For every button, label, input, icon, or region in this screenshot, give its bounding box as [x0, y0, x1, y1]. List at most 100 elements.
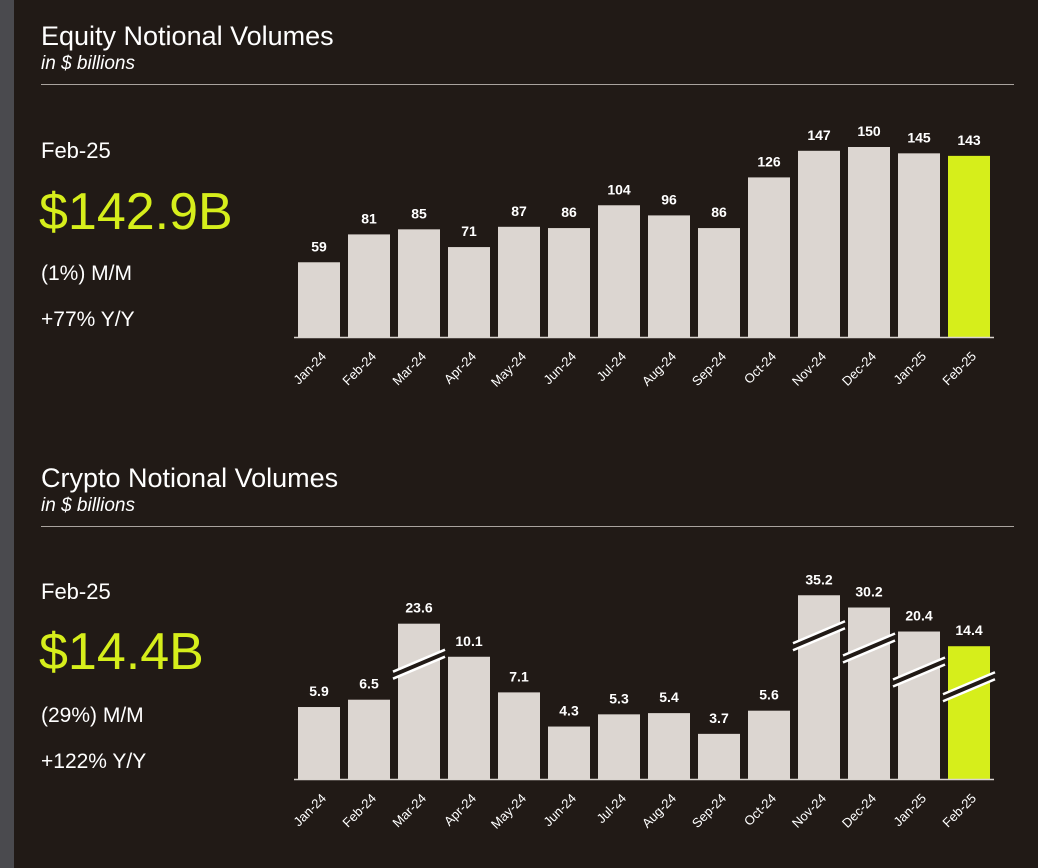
equity-tick-label-Aug-24: Aug-24 — [639, 349, 679, 389]
equity-title: Equity Notional Volumes — [41, 21, 334, 51]
crypto-value-label-Dec-24: 30.2 — [855, 584, 882, 600]
crypto-value-label-Nov-24: 35.2 — [805, 571, 832, 587]
equity-bar-Aug-24 — [648, 215, 690, 337]
equity-value-label-Sep-24: 86 — [711, 204, 727, 220]
crypto-tick-label-Nov-24: Nov-24 — [789, 791, 829, 831]
equity-bar-Feb-24 — [348, 234, 390, 337]
equity-value-label-Jan-25: 145 — [907, 129, 931, 145]
crypto-bar-Mar-24 — [398, 623, 440, 779]
equity-value-label-Mar-24: 85 — [411, 205, 427, 221]
equity-value-label-Apr-24: 71 — [461, 223, 477, 239]
crypto-bar-May-24 — [498, 692, 540, 779]
crypto-bar-Nov-24 — [798, 595, 840, 779]
equity-bar-Feb-25 — [948, 155, 990, 337]
crypto-bar-Feb-24 — [348, 699, 390, 779]
crypto-headline-value: $14.4B — [39, 623, 204, 681]
crypto-axis-break-Jan-25 — [892, 656, 946, 688]
equity-bar-Nov-24 — [798, 150, 840, 337]
equity-tick-label-Nov-24: Nov-24 — [789, 349, 829, 389]
crypto-bar-Jan-25 — [898, 631, 940, 779]
crypto-axis-break-Mar-24 — [392, 648, 446, 680]
crypto-subtitle: in $ billions — [41, 495, 135, 516]
crypto-bar-Apr-24 — [448, 656, 490, 779]
equity-tick-label-Sep-24: Sep-24 — [689, 349, 729, 389]
equity-bar-Jun-24 — [548, 228, 590, 337]
crypto-axis-break-Feb-25 — [942, 671, 996, 703]
equity-tick-label-Oct-24: Oct-24 — [741, 349, 779, 387]
crypto-mom-change: (29%) M/M — [41, 704, 144, 727]
equity-headline-value: $142.9B — [39, 183, 233, 241]
crypto-tick-label-May-24: May-24 — [488, 791, 529, 832]
crypto-bar-Dec-24 — [848, 607, 890, 779]
equity-value-label-Feb-25: 143 — [957, 132, 981, 148]
equity-value-label-Dec-24: 150 — [857, 123, 881, 139]
equity-value-label-Jul-24: 104 — [607, 181, 631, 197]
report-panel: Equity Notional Volumes in $ billions Fe… — [14, 0, 1038, 868]
equity-tick-label-Mar-24: Mar-24 — [389, 349, 429, 389]
equity-bar-May-24 — [498, 226, 540, 337]
equity-bar-Jan-24 — [298, 262, 340, 337]
crypto-tick-label-Jan-25: Jan-25 — [890, 791, 929, 830]
crypto-bar-Sep-24 — [698, 733, 740, 779]
equity-value-label-Jun-24: 86 — [561, 204, 577, 220]
equity-divider — [41, 84, 1014, 85]
crypto-value-label-Feb-24: 6.5 — [359, 676, 379, 692]
crypto-value-label-Oct-24: 5.6 — [759, 687, 779, 703]
crypto-axis-break-Dec-24 — [842, 632, 896, 664]
crypto-value-label-Jan-24: 5.9 — [309, 683, 329, 699]
equity-value-label-Aug-24: 96 — [661, 191, 677, 207]
crypto-tick-label-Jun-24: Jun-24 — [540, 791, 579, 830]
crypto-bar-Oct-24 — [748, 710, 790, 779]
equity-tick-label-Jan-24: Jan-24 — [290, 349, 329, 388]
equity-bar-chart: 59 Jan-24 81 Feb-24 85 Mar-24 71 Apr-24 87 May-24… — [290, 123, 994, 390]
equity-bar-Jan-25 — [898, 153, 940, 337]
equity-tick-label-Apr-24: Apr-24 — [441, 349, 479, 387]
crypto-value-label-Jan-25: 20.4 — [905, 608, 932, 624]
crypto-plot: 5.9 Jan-24 6.5 Feb-24 23.6 Mar-24 10.1 Apr-24 7.… — [290, 571, 996, 832]
crypto-value-label-Feb-25: 14.4 — [955, 622, 982, 638]
equity-period: Feb-25 — [41, 138, 111, 163]
crypto-bar-Feb-25 — [948, 646, 990, 779]
crypto-tick-label-Feb-25: Feb-25 — [939, 791, 979, 831]
crypto-title: Crypto Notional Volumes — [41, 463, 339, 493]
equity-value-label-Feb-24: 81 — [361, 210, 377, 226]
crypto-tick-label-Jul-24: Jul-24 — [593, 791, 629, 827]
crypto-bar-Jan-24 — [298, 707, 340, 779]
equity-bar-Mar-24 — [398, 229, 440, 337]
equity-mom-change: (1%) M/M — [41, 262, 132, 285]
crypto-value-label-Apr-24: 10.1 — [455, 633, 482, 649]
crypto-value-label-Jun-24: 4.3 — [559, 703, 579, 719]
equity-tick-label-Feb-25: Feb-25 — [939, 349, 979, 389]
equity-tick-label-Jan-25: Jan-25 — [890, 349, 929, 388]
equity-value-label-Nov-24: 147 — [807, 127, 831, 143]
equity-tick-label-Jul-24: Jul-24 — [593, 349, 629, 385]
crypto-value-label-Mar-24: 23.6 — [405, 600, 432, 616]
equity-bar-Jul-24 — [598, 205, 640, 337]
crypto-bar-Jul-24 — [598, 714, 640, 779]
crypto-section: Crypto Notional Volumes in $ billions Fe… — [14, 442, 1038, 868]
crypto-bar-chart: 5.9 Jan-24 6.5 Feb-24 23.6 Mar-24 10.1 Apr-24 7.… — [290, 571, 996, 832]
equity-section: Equity Notional Volumes in $ billions Fe… — [14, 0, 1038, 430]
crypto-tick-label-Apr-24: Apr-24 — [441, 791, 479, 829]
equity-tick-label-May-24: May-24 — [488, 349, 529, 390]
crypto-bar-Aug-24 — [648, 713, 690, 779]
equity-tick-label-Feb-24: Feb-24 — [339, 349, 379, 389]
equity-tick-label-Dec-24: Dec-24 — [839, 349, 879, 389]
crypto-tick-label-Feb-24: Feb-24 — [339, 791, 379, 831]
crypto-value-label-Sep-24: 3.7 — [709, 710, 729, 726]
equity-plot: 59 Jan-24 81 Feb-24 85 Mar-24 71 Apr-24 87 May-24… — [290, 123, 994, 390]
crypto-tick-label-Mar-24: Mar-24 — [389, 791, 429, 831]
equity-value-label-Oct-24: 126 — [757, 153, 781, 169]
crypto-axis-break-Nov-24 — [792, 620, 846, 652]
crypto-tick-label-Jan-24: Jan-24 — [290, 791, 329, 830]
equity-subtitle: in $ billions — [41, 53, 135, 74]
equity-bar-Apr-24 — [448, 247, 490, 337]
equity-value-label-Jan-24: 59 — [311, 238, 327, 254]
equity-yoy-change: +77% Y/Y — [41, 308, 135, 331]
crypto-divider — [41, 526, 1014, 527]
crypto-tick-label-Oct-24: Oct-24 — [741, 791, 779, 829]
equity-bar-Oct-24 — [748, 177, 790, 337]
crypto-tick-label-Aug-24: Aug-24 — [639, 791, 679, 831]
equity-tick-label-Jun-24: Jun-24 — [540, 349, 579, 388]
equity-value-label-May-24: 87 — [511, 203, 527, 219]
